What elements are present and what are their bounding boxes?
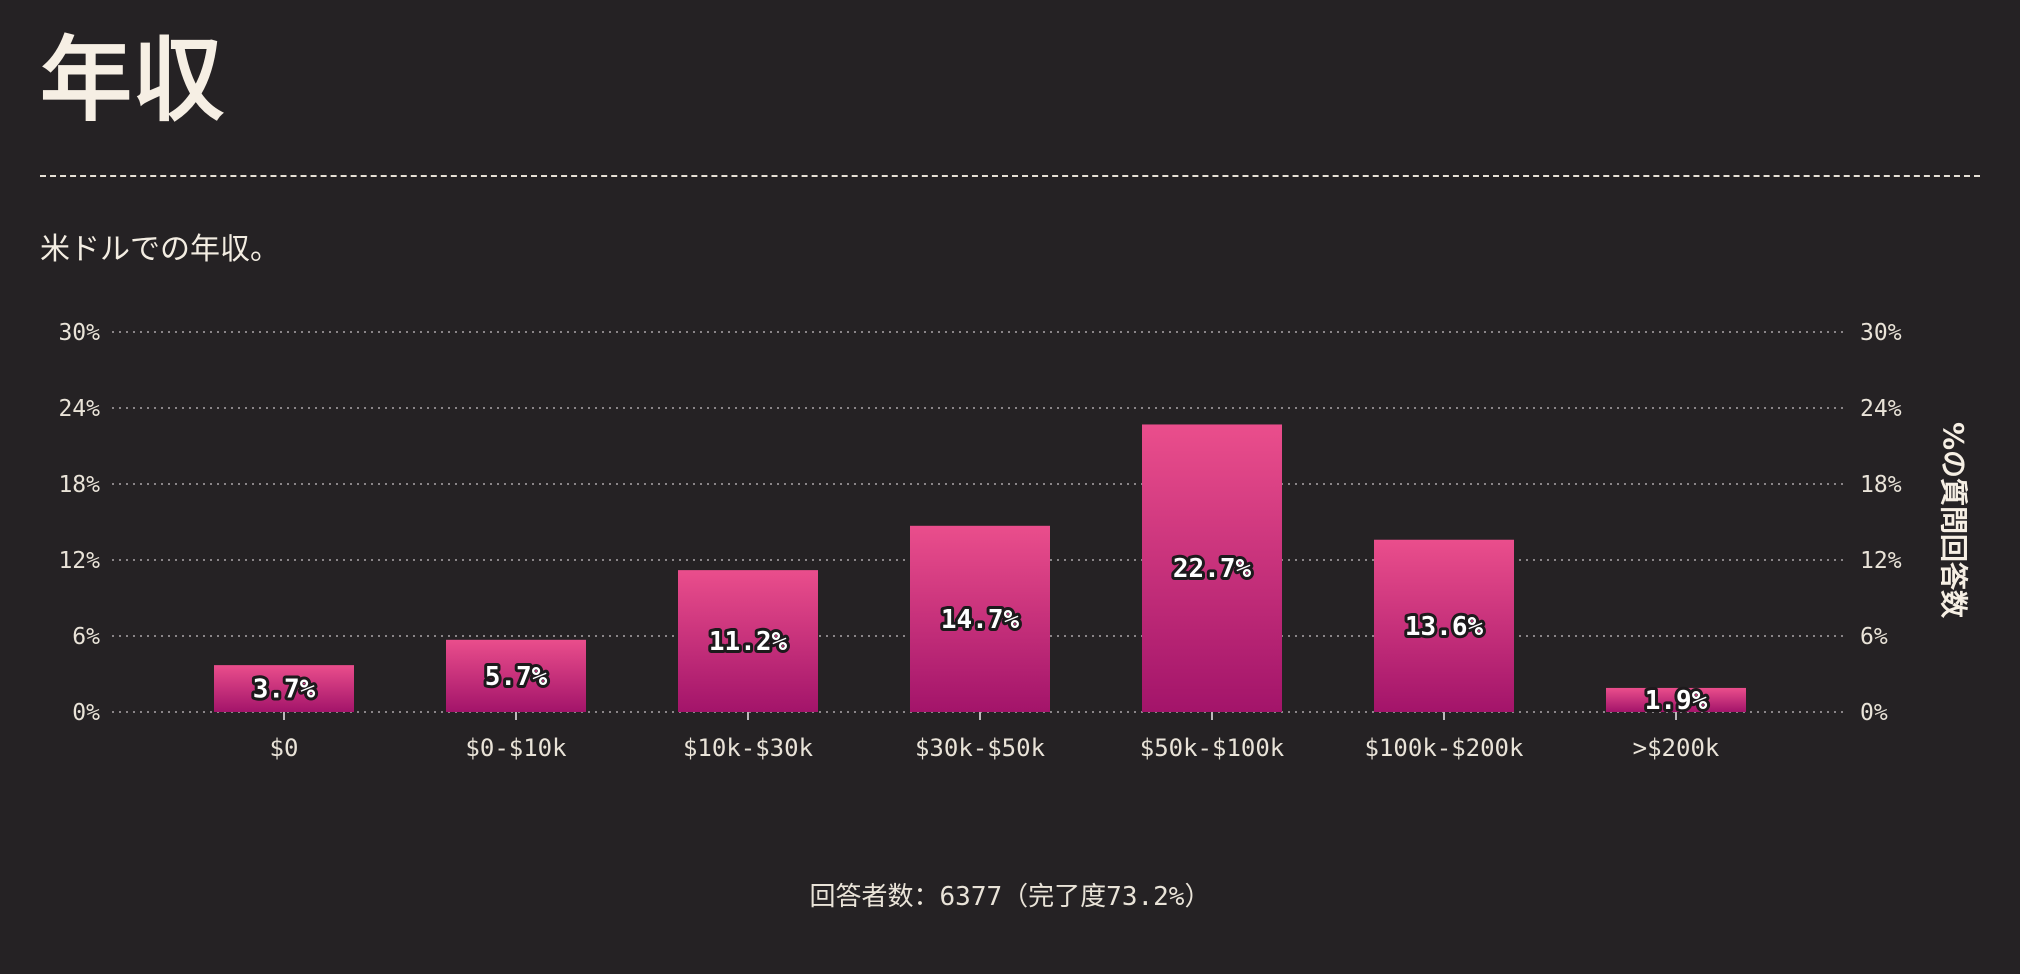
y-tick-label-left: 24%: [58, 396, 100, 422]
bar-value-label: 14.7%: [941, 605, 1020, 635]
x-tick-label: $100k-$200k: [1365, 734, 1524, 762]
y-tick-label-left: 0%: [72, 700, 100, 726]
y-tick-label-right: 18%: [1860, 472, 1902, 498]
completion-open: （完了度: [1002, 882, 1107, 912]
y-tick-label-left: 6%: [72, 624, 100, 650]
bar: [1374, 539, 1514, 712]
bar: [446, 639, 586, 712]
y-tick-label-left: 12%: [58, 548, 100, 574]
bar-chart: 0% 6% 12% 18% 24% 30% 0% 6% 12% 18% 24% 30% $0 $0-$…: [58, 320, 1970, 762]
bar: [678, 570, 818, 712]
bar-value-labels: 3.7% 5.7% 11.2% 14.7% 22.7% 13.6% 1.9%: [250, 551, 1711, 719]
respondents-count: 6377: [939, 882, 1003, 912]
x-tick-label: $30k-$50k: [915, 734, 1046, 762]
bar-value-label: 13.6%: [1405, 612, 1484, 642]
bar-value-label: 5.7%: [485, 662, 548, 692]
bar: [1606, 687, 1746, 712]
x-tick-label: $50k-$100k: [1140, 734, 1285, 762]
respondents-label: 回答者数：: [809, 882, 940, 912]
bar-value-label: 11.2%: [709, 627, 788, 657]
y-tick-label-right: 6%: [1860, 624, 1888, 650]
y-axis-right: 0% 6% 12% 18% 24% 30%: [1860, 320, 1902, 726]
y-tick-label-right: 30%: [1860, 320, 1902, 346]
title-divider: [40, 175, 1980, 177]
y-tick-label-left: 30%: [58, 320, 100, 346]
bar-value-label: 3.7%: [253, 675, 316, 705]
x-tick-label: $0-$10k: [465, 734, 567, 762]
bar-value-label: 22.7%: [1173, 554, 1252, 584]
y-tick-label-right: 12%: [1860, 548, 1902, 574]
y-tick-label-left: 18%: [58, 472, 100, 498]
bar: [1142, 424, 1282, 712]
completion-close: ）: [1184, 882, 1211, 912]
y-tick-label-right: 24%: [1860, 396, 1902, 422]
x-tick-label: $0: [270, 734, 299, 762]
bar-value-label: 1.9%: [1645, 686, 1708, 716]
page-title: 年収: [40, 27, 225, 134]
chart-subtitle: 米ドルでの年収。: [40, 232, 280, 267]
bar: [214, 665, 354, 712]
x-axis: $0 $0-$10k $10k-$30k $30k-$50k $50k-$100k $10…: [270, 712, 1720, 762]
y-axis-right-title: %の質問回答数: [1937, 422, 1970, 619]
x-tick-label: >$200k: [1633, 734, 1720, 762]
respondents-footer: 回答者数：6377（完了度73.2%）: [0, 876, 2020, 913]
bar: [910, 525, 1050, 712]
y-tick-label-right: 0%: [1860, 700, 1888, 726]
completion-percent: 73.2%: [1106, 882, 1185, 912]
y-axis-left: 0% 6% 12% 18% 24% 30%: [58, 320, 100, 726]
bars: [214, 424, 1746, 712]
x-tick-label: $10k-$30k: [683, 734, 814, 762]
